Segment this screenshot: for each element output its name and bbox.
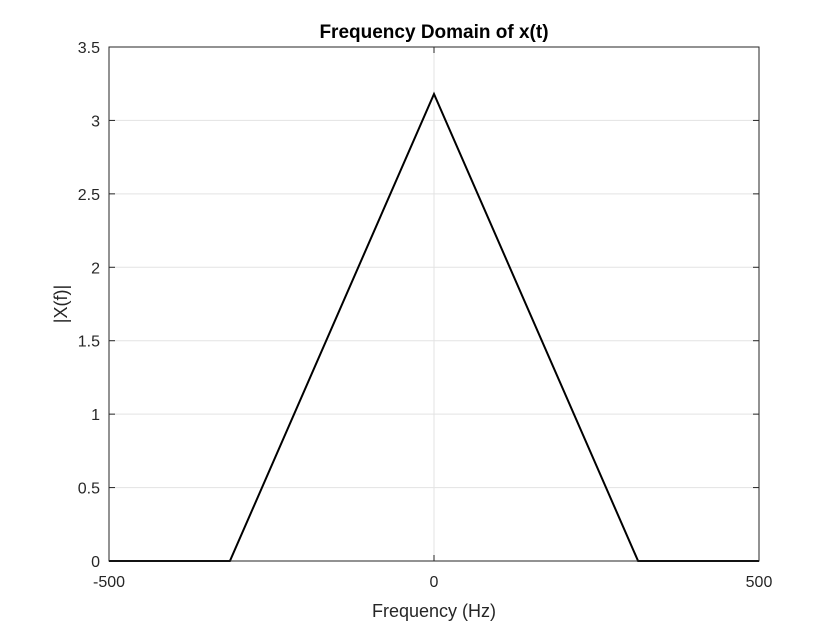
- y-tick-label: 2.5: [78, 187, 100, 204]
- y-tick-label: 0: [91, 554, 100, 571]
- y-tick-label: 1.5: [78, 334, 100, 351]
- x-axis-label: Frequency (Hz): [372, 601, 496, 621]
- x-tick-label: 0: [430, 574, 439, 591]
- chart-title: Frequency Domain of x(t): [319, 22, 548, 43]
- y-tick-label: 0.5: [78, 481, 100, 498]
- x-tick-label: 500: [746, 574, 773, 591]
- y-tick-label: 3: [91, 113, 100, 130]
- y-tick-label: 3.5: [78, 40, 100, 57]
- y-axis-label: |X(f)|: [51, 285, 71, 323]
- ticks: 0 0.5 1 1.5 2 2.5 3 3.5 -500 0 500: [78, 40, 773, 591]
- x-tick-label: -500: [93, 574, 125, 591]
- y-tick-label: 1: [91, 407, 100, 424]
- y-tick-label: 2: [91, 260, 100, 277]
